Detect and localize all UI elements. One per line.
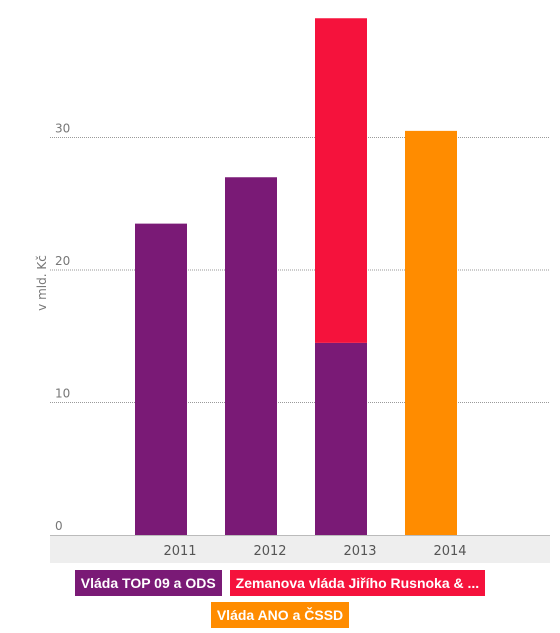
x-tick-label: 2012: [253, 544, 286, 559]
bar-2013[interactable]: [315, 18, 367, 343]
legend: Vláda TOP 09 a ODS Zemanova vláda Jiřího …: [0, 570, 560, 628]
y-axis-label: v mld. Kč: [35, 255, 49, 311]
gridlines: [50, 137, 550, 403]
bar-2012[interactable]: [225, 177, 277, 535]
y-tick-label: 30: [55, 122, 70, 136]
bar-2013[interactable]: [315, 342, 367, 535]
y-tick-label: 20: [55, 254, 70, 268]
legend-item[interactable]: Zemanova vláda Jiřího Rusnoka & ...: [229, 570, 486, 596]
legend-item[interactable]: Vláda ANO a ČSSD: [210, 602, 350, 628]
bars: [135, 18, 457, 535]
x-axis-band: [50, 535, 550, 563]
bar-chart: 0 10 20 30 2011 2012 2013 2014 v mld. Kč: [35, 18, 550, 563]
y-tick-label: 0: [55, 519, 63, 533]
bar-2011[interactable]: [135, 223, 187, 535]
legend-item[interactable]: Vláda TOP 09 a ODS: [74, 570, 222, 596]
y-tick-label: 10: [55, 387, 70, 401]
bar-2014[interactable]: [405, 130, 457, 535]
x-tick-label: 2013: [343, 544, 376, 559]
axes: 0 10 20 30 2011 2012 2013 2014: [50, 122, 550, 563]
x-tick-label: 2011: [163, 544, 196, 559]
x-tick-label: 2014: [433, 544, 466, 559]
